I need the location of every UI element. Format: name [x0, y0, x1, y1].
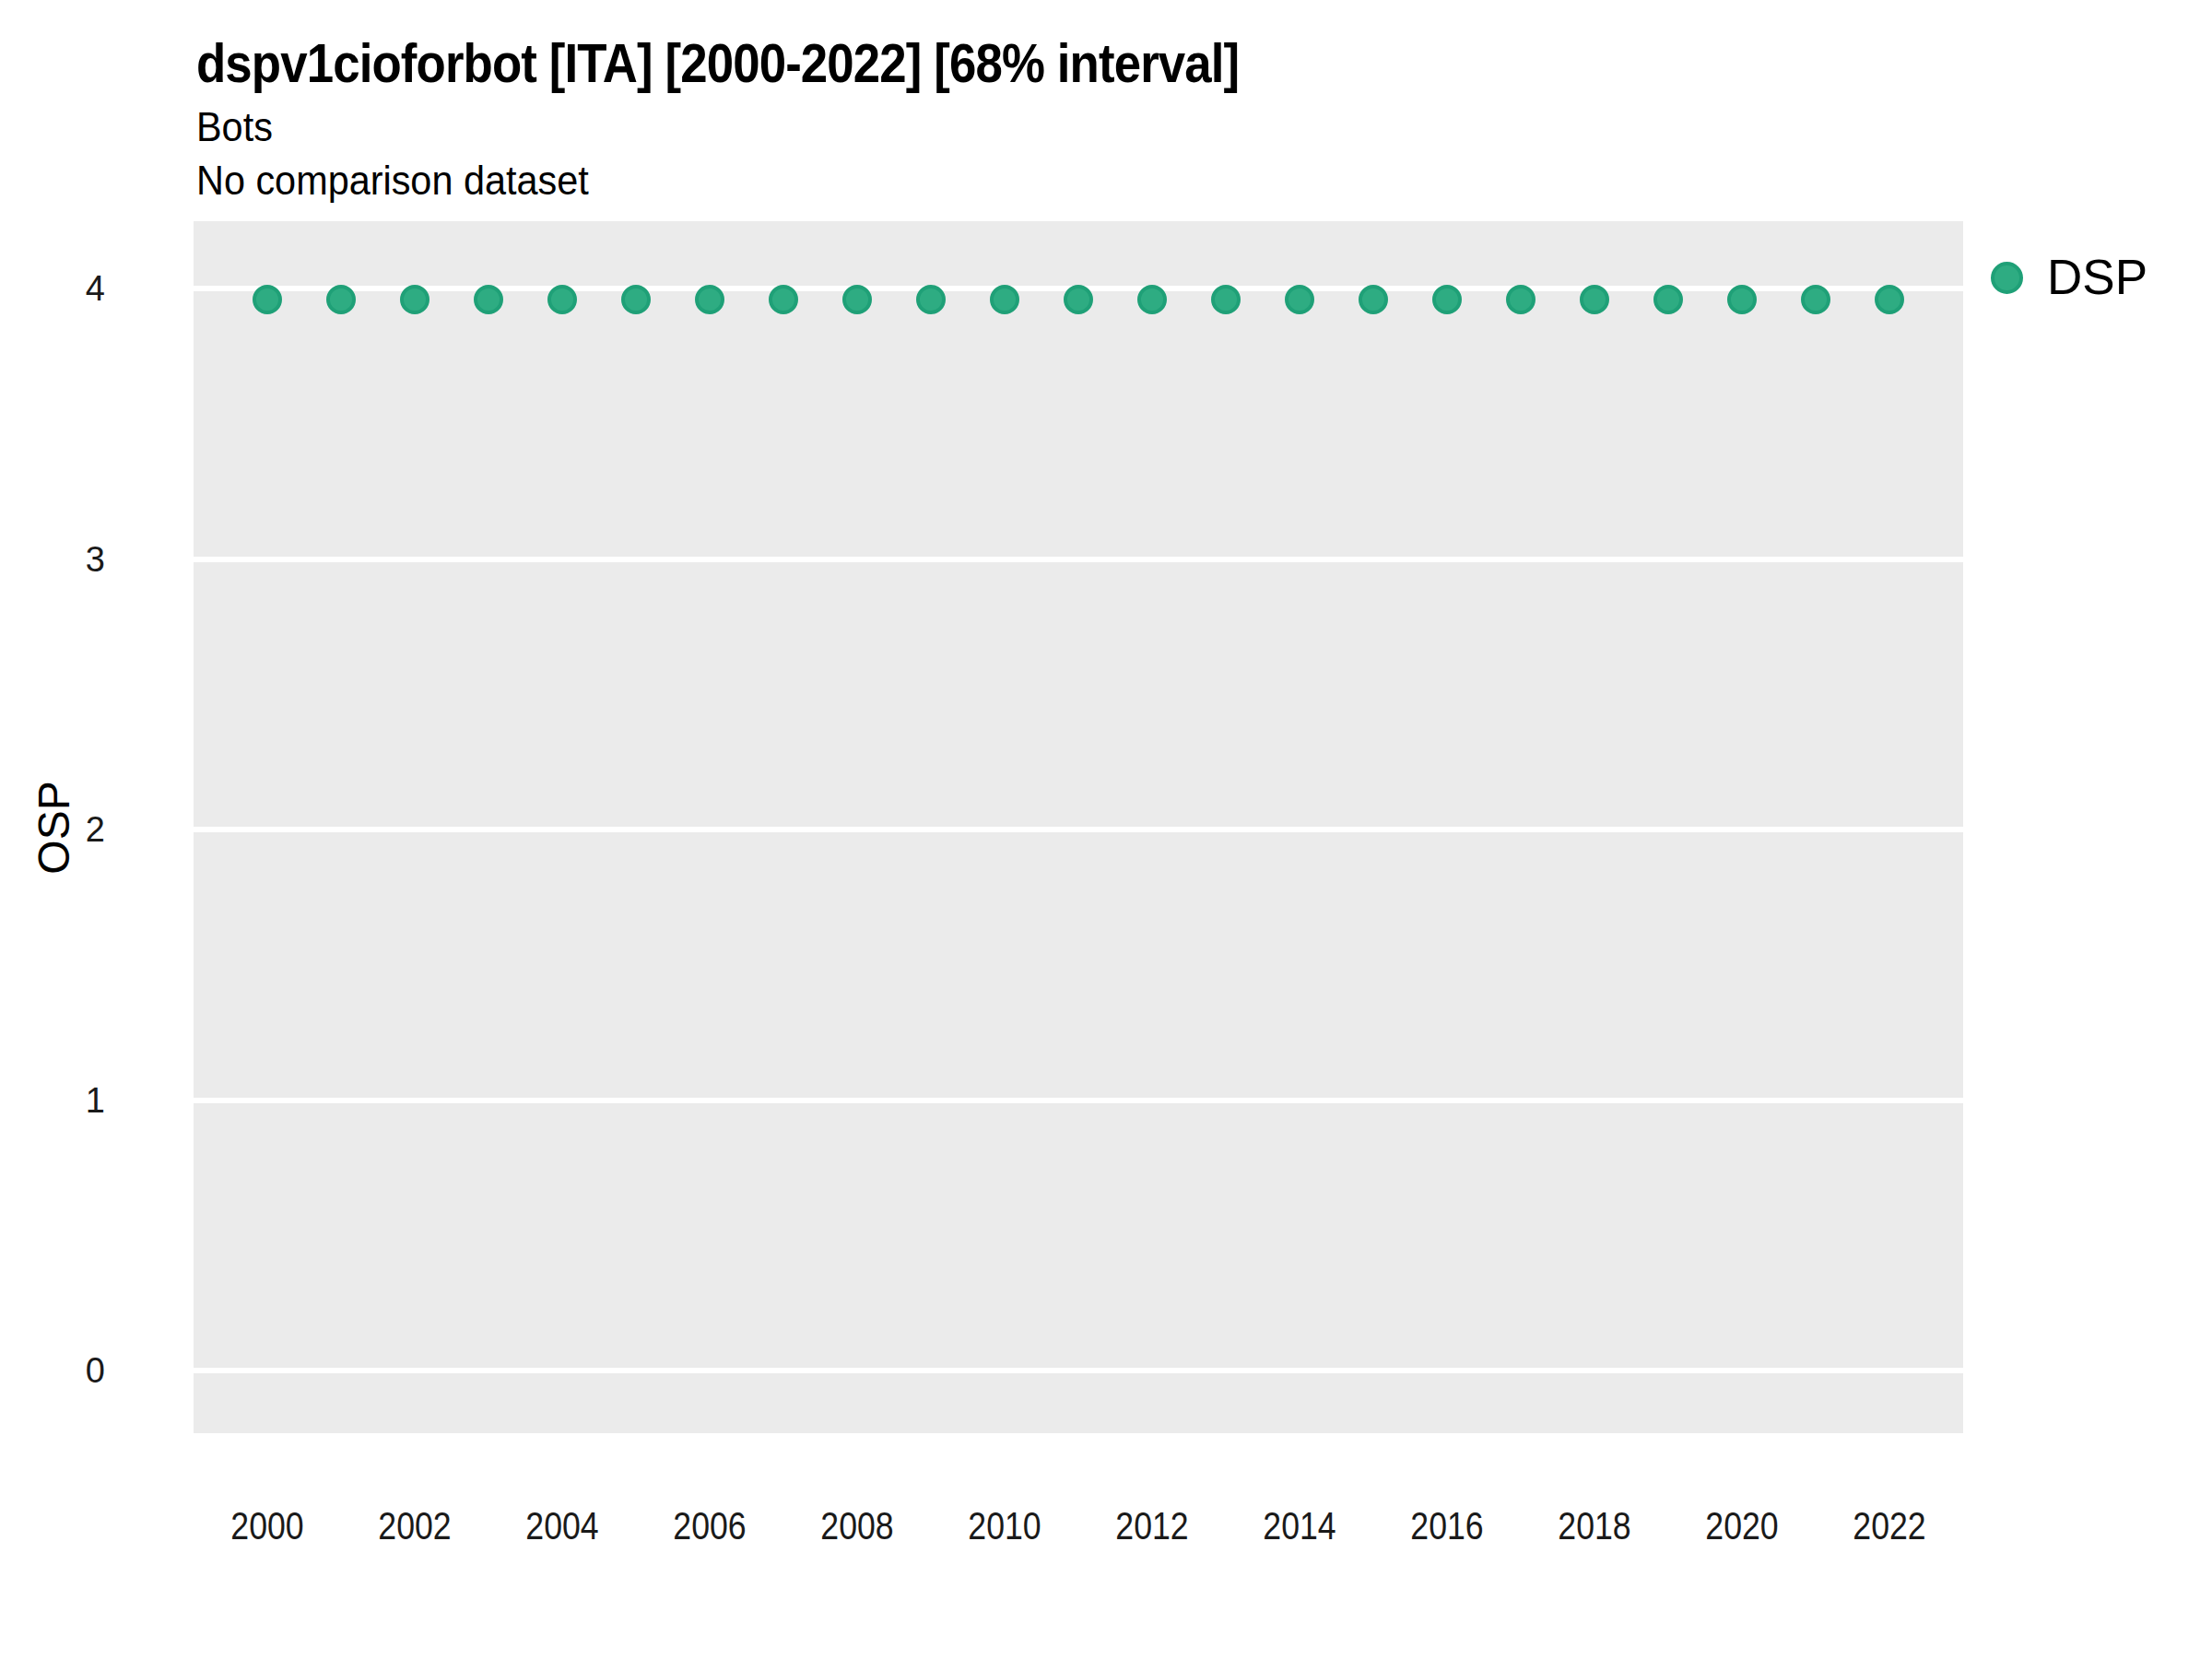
legend: DSP	[1991, 248, 2147, 307]
x-tick-label: 2014	[1263, 1504, 1335, 1548]
plot-panel	[194, 221, 1963, 1433]
data-point	[1137, 285, 1167, 314]
data-point	[1727, 285, 1757, 314]
data-point	[1285, 285, 1314, 314]
data-point	[253, 285, 282, 314]
x-tick-label: 2000	[230, 1504, 303, 1548]
x-tick-label: 2006	[673, 1504, 746, 1548]
y-gridline	[194, 827, 1963, 832]
legend-label: DSP	[2047, 248, 2147, 307]
data-point	[1506, 285, 1535, 314]
data-point	[990, 285, 1019, 314]
x-tick-label: 2012	[1115, 1504, 1188, 1548]
x-tick-label: 2018	[1558, 1504, 1630, 1548]
legend-point-icon	[1991, 262, 2023, 294]
data-point	[1432, 285, 1462, 314]
y-tick-label: 4	[0, 267, 105, 310]
figure: dspv1cioforbot [ITA] [2000-2022] [68% in…	[0, 0, 2212, 1659]
data-point	[326, 285, 356, 314]
data-point	[1359, 285, 1388, 314]
y-gridline	[194, 1098, 1963, 1103]
x-tick-label: 2010	[968, 1504, 1041, 1548]
data-point	[1580, 285, 1609, 314]
y-gridline	[194, 557, 1963, 562]
chart-note: No comparison dataset	[196, 157, 589, 205]
x-tick-label: 2016	[1410, 1504, 1483, 1548]
data-point	[1653, 285, 1683, 314]
y-tick-label: 3	[0, 538, 105, 581]
y-tick-label: 0	[0, 1349, 105, 1392]
data-point	[916, 285, 946, 314]
y-tick-label: 1	[0, 1079, 105, 1122]
data-point	[621, 285, 651, 314]
data-point	[547, 285, 577, 314]
data-point	[1875, 285, 1904, 314]
chart-title: dspv1cioforbot [ITA] [2000-2022] [68% in…	[196, 31, 1239, 95]
data-point	[474, 285, 503, 314]
data-point	[1801, 285, 1830, 314]
data-point	[842, 285, 872, 314]
data-point	[400, 285, 429, 314]
x-tick-label: 2020	[1705, 1504, 1778, 1548]
data-point	[1064, 285, 1093, 314]
data-point	[769, 285, 798, 314]
data-point	[695, 285, 724, 314]
y-tick-label: 2	[0, 808, 105, 851]
x-tick-label: 2008	[820, 1504, 893, 1548]
data-point	[1211, 285, 1241, 314]
x-tick-label: 2004	[525, 1504, 598, 1548]
x-tick-label: 2022	[1853, 1504, 1925, 1548]
y-gridline	[194, 1368, 1963, 1373]
chart-subtitle: Bots	[196, 103, 273, 151]
x-tick-label: 2002	[378, 1504, 451, 1548]
